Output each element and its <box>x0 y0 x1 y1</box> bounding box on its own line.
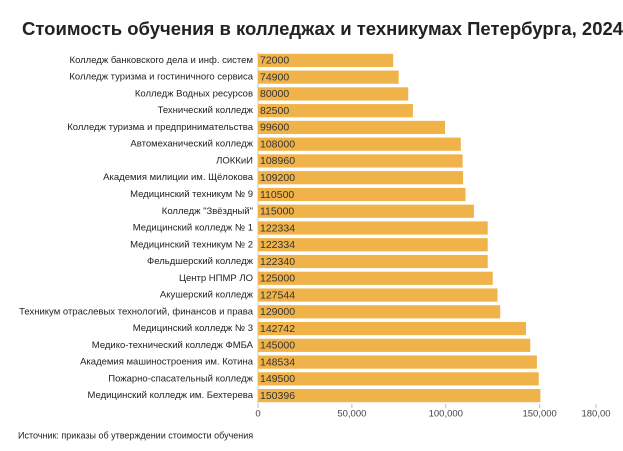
category-label: Фельдшерский колледж <box>147 256 254 267</box>
value-label: 122334 <box>260 239 295 251</box>
category-label: Медико-технический колледж ФМБА <box>92 340 254 351</box>
value-label: 129000 <box>260 306 295 318</box>
category-label: Колледж банковского дела и инф. систем <box>70 55 253 66</box>
category-label: Колледж "Звёздный" <box>162 206 253 217</box>
category-label: Автомеханический колледж <box>130 139 253 150</box>
x-tick-label: 180,00 <box>581 409 610 420</box>
category-label: Пожарно-спасательный колледж <box>108 373 253 384</box>
category-label: Медицинский колледж № 3 <box>133 323 253 334</box>
value-label: 82500 <box>260 105 289 117</box>
bar <box>258 288 498 302</box>
bar <box>258 204 474 218</box>
value-label: 99600 <box>260 122 289 134</box>
bar <box>258 87 409 101</box>
bar <box>258 372 539 386</box>
category-label: Медицинский колледж № 1 <box>133 223 253 234</box>
value-label: 80000 <box>260 88 289 100</box>
bar <box>258 221 488 235</box>
category-label: Колледж Водных ресурсов <box>135 88 253 99</box>
bar <box>258 389 541 403</box>
x-tick-label: 100,000 <box>429 409 463 420</box>
bar <box>258 271 493 285</box>
bar <box>258 70 399 84</box>
chart-title: Стоимость обучения в колледжах и технику… <box>22 18 623 39</box>
bar <box>258 171 464 185</box>
category-label: Центр НПМР ЛО <box>179 273 253 284</box>
bar <box>258 120 446 135</box>
source-note: Источник: приказы об утверждении стоимос… <box>18 430 253 440</box>
category-label: Академия машиностроения им. Котина <box>80 357 254 368</box>
category-label: Акушерский колледж <box>160 290 254 301</box>
bar <box>258 238 488 252</box>
value-label: 127544 <box>260 289 295 301</box>
x-tick-label: 150,000 <box>522 409 556 420</box>
bar <box>258 137 461 151</box>
category-label: Медицинский техникум № 9 <box>130 189 253 200</box>
bar <box>258 355 537 369</box>
value-label: 149500 <box>260 373 295 385</box>
value-label: 122334 <box>260 222 295 234</box>
value-label: 72000 <box>260 55 289 67</box>
bar <box>258 321 527 336</box>
value-label: 108960 <box>260 155 295 167</box>
bar <box>258 305 501 319</box>
value-label: 148534 <box>260 356 295 368</box>
category-label: Медицинский колледж им. Бехтерева <box>87 390 253 401</box>
value-label: 150396 <box>260 390 295 402</box>
bar <box>258 338 531 352</box>
bar <box>258 254 488 269</box>
value-label: 109200 <box>260 172 295 184</box>
category-label: Колледж туризма и гостиничного сервиса <box>69 72 253 83</box>
value-label: 145000 <box>260 340 295 352</box>
category-label: Академия милиции им. Щёлокова <box>103 172 254 183</box>
value-label: 142742 <box>260 323 295 335</box>
category-label: ЛОККиИ <box>216 155 253 166</box>
value-label: 108000 <box>260 138 295 150</box>
bar <box>258 53 394 67</box>
bar <box>258 187 466 202</box>
bar <box>258 154 463 168</box>
category-label: Техникум отраслевых технологий, финансов… <box>19 306 254 317</box>
value-label: 110500 <box>260 189 294 201</box>
x-tick-label: 50,000 <box>337 409 366 420</box>
x-tick-label: 0 <box>255 409 260 420</box>
category-label: Медицинский техникум № 2 <box>130 239 253 250</box>
value-label: 115000 <box>260 206 294 218</box>
value-label: 122340 <box>260 256 295 268</box>
category-label: Колледж туризма и предпринимательства <box>67 122 253 133</box>
value-label: 125000 <box>260 273 295 285</box>
value-label: 74900 <box>260 71 289 83</box>
bar <box>258 104 413 118</box>
category-label: Технический колледж <box>158 105 254 116</box>
